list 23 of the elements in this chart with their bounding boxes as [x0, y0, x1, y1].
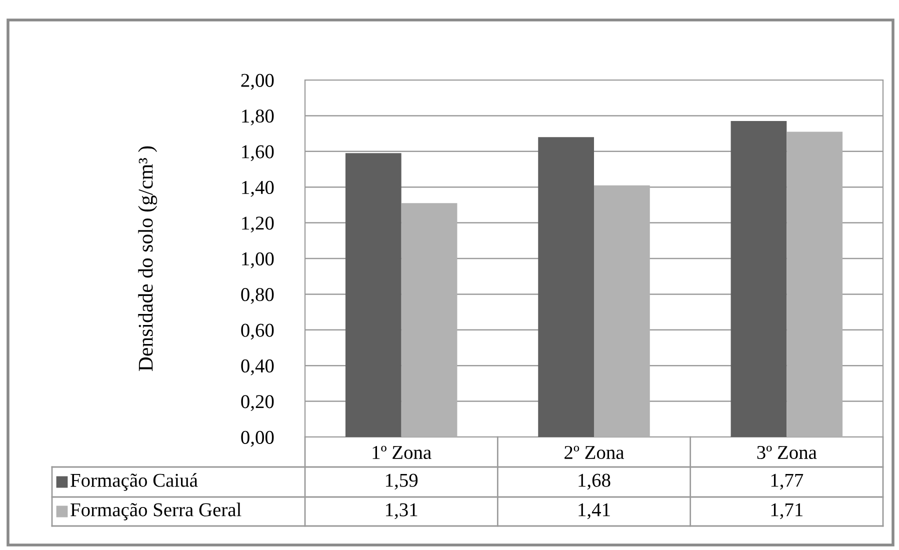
y-tick-label: 0,60	[241, 324, 274, 340]
y-tick-label: 1,60	[242, 145, 274, 162]
data-label: 1,59	[386, 474, 418, 490]
data-label: 1,68	[578, 474, 610, 490]
y-tick-label: 1,40	[242, 180, 274, 197]
data-label: 1,71	[771, 503, 803, 520]
data-label: 1,31	[386, 503, 418, 520]
x-tick-label: 1º Zona	[372, 446, 432, 460]
y-tick-label: 0,20	[241, 395, 274, 412]
y-tick-label: 0,80	[241, 288, 274, 304]
y-tick-label: 0,40	[241, 359, 274, 376]
y-axis-title: Densidade do solo (g/cm³ )	[138, 146, 158, 371]
data-label: 1,41	[578, 503, 610, 520]
legend-label: Formação Serra Geral	[70, 502, 242, 520]
x-tick-label: 3º Zona	[757, 446, 817, 460]
y-tick-label: 1,20	[242, 216, 274, 233]
y-tick-label: 2,00	[241, 74, 274, 90]
y-tick-label: 0,00	[241, 430, 274, 447]
y-tick-label: 1,00	[242, 252, 274, 268]
legend-label: Formação Caiuá	[70, 473, 198, 491]
y-tick-label: 1,80	[242, 110, 274, 126]
data-label: 1,77	[771, 474, 804, 490]
x-tick-label: 2º Zona	[564, 446, 624, 460]
